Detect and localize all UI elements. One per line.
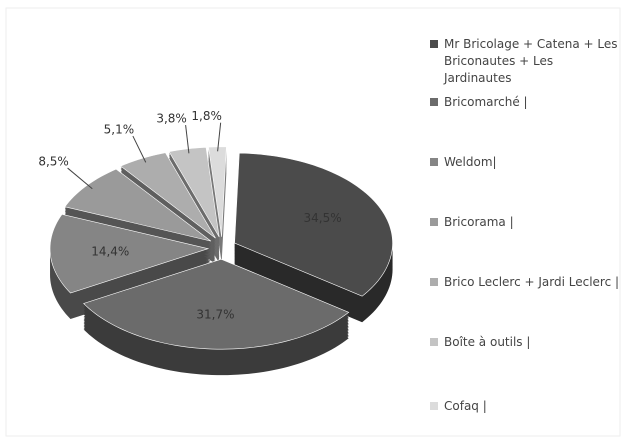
- legend-swatch: [430, 278, 438, 286]
- legend-swatch: [430, 402, 438, 410]
- legend-entry: Weldom|: [430, 154, 622, 171]
- leader-line: [132, 135, 147, 163]
- slice: [168, 147, 220, 238]
- legend-label: Bricorama |: [444, 215, 514, 229]
- data-label: 8,5%: [38, 155, 69, 169]
- legend-swatch: [430, 98, 438, 106]
- legend-label: Brico Leclerc + Jardi Leclerc |: [444, 275, 620, 289]
- leader-line: [217, 122, 222, 152]
- legend-entry: Boîte à outils |: [430, 334, 622, 351]
- legend-entry: Brico Leclerc + Jardi Leclerc |: [430, 274, 622, 291]
- leader-line: [185, 124, 190, 154]
- legend-entry: Mr Bricolage + Catena + Les Briconautes …: [430, 36, 622, 87]
- legend-label: Mr Bricolage + Catena + Les Briconautes …: [444, 37, 618, 85]
- legend-entry: Bricomarché |: [430, 94, 622, 111]
- legend-entry: Bricorama |: [430, 214, 622, 231]
- slice: [120, 152, 216, 239]
- data-label: 3,8%: [156, 112, 187, 126]
- data-label: 34,5%: [304, 211, 342, 225]
- leader-line: [67, 167, 93, 190]
- data-label: 1,8%: [191, 109, 222, 123]
- data-label: 5,1%: [104, 123, 135, 137]
- slice: [234, 152, 393, 297]
- legend-swatch: [430, 218, 438, 226]
- legend-swatch: [430, 40, 438, 48]
- slice: [83, 258, 350, 350]
- slice: [208, 146, 227, 237]
- legend-entry: Cofaq |: [430, 398, 622, 415]
- legend-label: Boîte à outils |: [444, 335, 531, 349]
- slice: [49, 213, 210, 294]
- data-label: 31,7%: [196, 307, 234, 321]
- legend-swatch: [430, 338, 438, 346]
- legend-label: Weldom|: [444, 155, 497, 169]
- legend-label: Bricomarché |: [444, 95, 528, 109]
- data-label: 14,4%: [91, 245, 129, 259]
- slice: [64, 168, 212, 242]
- legend-swatch: [430, 158, 438, 166]
- legend-label: Cofaq |: [444, 399, 487, 413]
